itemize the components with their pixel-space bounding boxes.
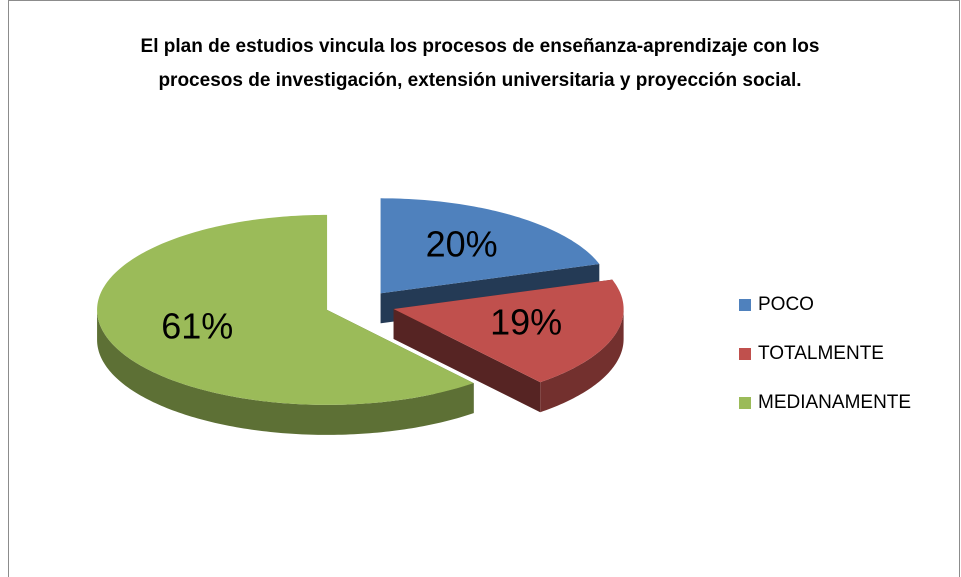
slice-side — [97, 309, 474, 435]
slice — [380, 198, 600, 294]
legend-label: MEDIANAMENTE — [758, 392, 911, 413]
slice — [97, 214, 474, 405]
legend-swatch — [739, 397, 751, 409]
legend-swatch — [739, 299, 751, 311]
chart-title: El plan de estudios vincula los procesos… — [140, 36, 820, 91]
data-label: 19% — [490, 301, 562, 342]
slice-side — [540, 309, 624, 413]
legend-swatch — [739, 348, 751, 360]
legend-label: TOTALMENTE — [758, 343, 884, 364]
data-label: 20% — [426, 224, 498, 265]
legend-label: POCO — [758, 294, 814, 315]
data-label: 61% — [161, 306, 233, 347]
slice — [393, 279, 624, 383]
slice-wall — [393, 309, 541, 413]
